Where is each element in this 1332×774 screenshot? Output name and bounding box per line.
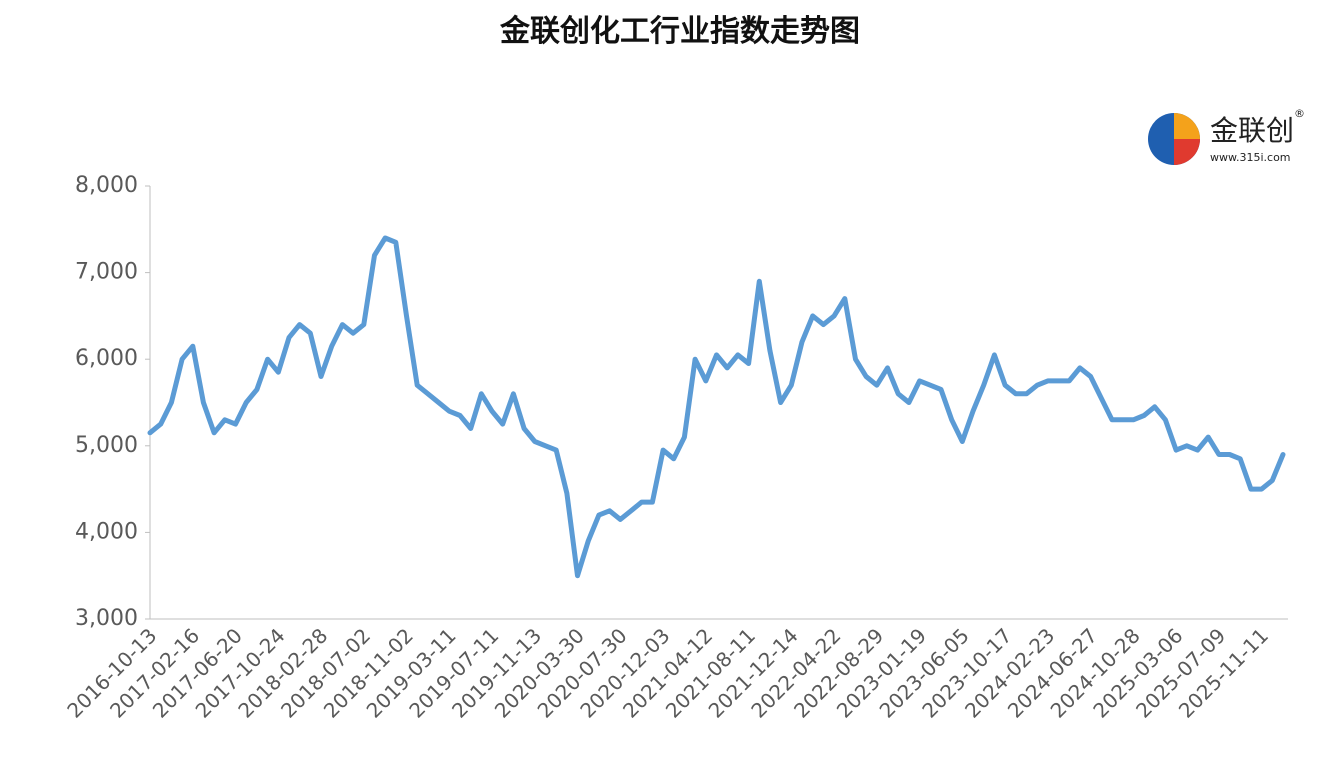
y-tick-label: 5,000	[75, 433, 138, 458]
y-tick-label: 3,000	[75, 606, 138, 631]
logo-name: 金联创	[1210, 114, 1294, 147]
chart-title: 金联创化工行业指数走势图	[499, 14, 860, 49]
y-tick-label: 4,000	[75, 519, 138, 544]
logo-segment	[1174, 139, 1200, 165]
y-tick-label: 8,000	[75, 173, 138, 198]
logo: 金联创 ® www.315i.com	[1148, 107, 1305, 165]
logo-registered: ®	[1294, 107, 1305, 120]
y-tick-label: 7,000	[75, 260, 138, 285]
data-line	[147, 235, 1286, 579]
logo-segment	[1174, 113, 1200, 139]
y-tick-label: 6,000	[75, 346, 138, 371]
logo-url: www.315i.com	[1210, 151, 1291, 164]
